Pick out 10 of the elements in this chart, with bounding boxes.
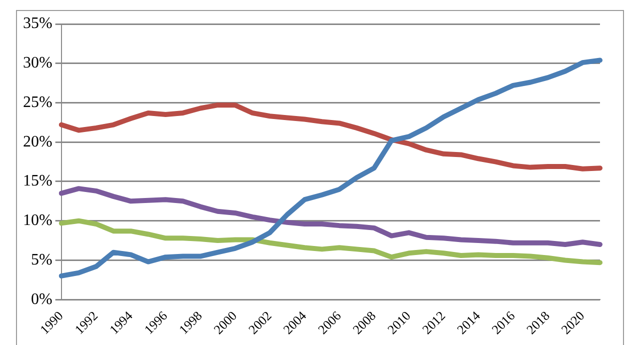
y-tick-label: 0% [31,290,52,308]
y-tick-label: 30% [23,54,52,72]
x-tick-label: 1990 [36,308,66,338]
x-tick-label: 1992 [72,308,101,338]
y-tick-label: 5% [31,251,52,268]
y-tick-label: 20% [23,133,52,150]
y-tick-label: 35% [23,15,52,32]
y-tick-label: 10% [23,212,52,230]
y-tick-label: 25% [23,94,52,111]
y-tick-label: 15% [23,172,52,190]
